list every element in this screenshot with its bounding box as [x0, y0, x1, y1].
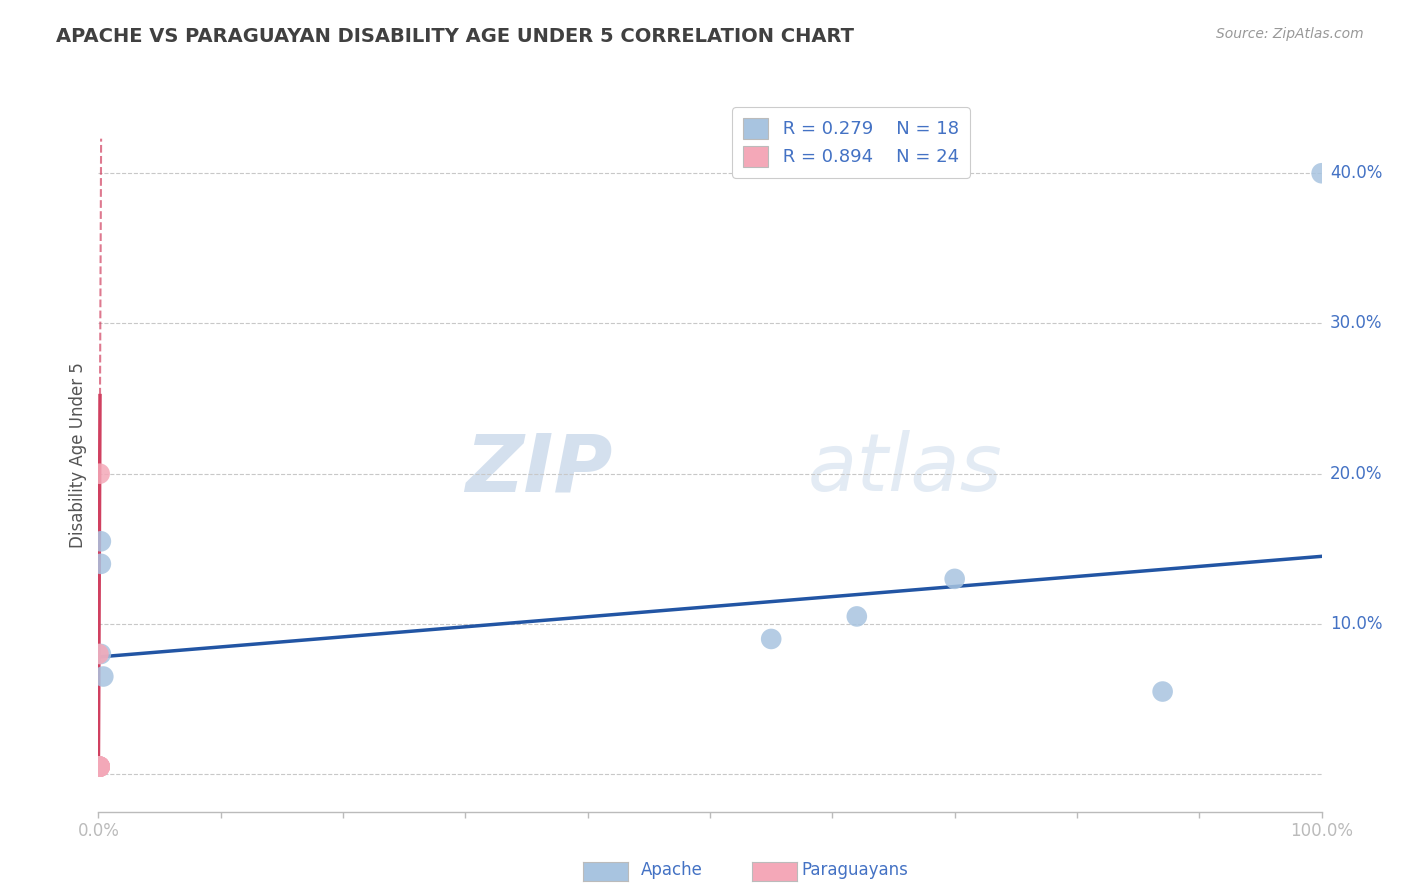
Point	[89, 759, 111, 773]
Y-axis label: Disability Age Under 5: Disability Age Under 5	[69, 362, 87, 548]
Point	[845, 609, 868, 624]
Text: Apache: Apache	[641, 861, 703, 879]
Point	[89, 759, 111, 773]
Point	[89, 467, 111, 481]
Point	[761, 632, 783, 646]
Point	[91, 669, 114, 683]
Legend:  R = 0.279    N = 18,  R = 0.894    N = 24: R = 0.279 N = 18, R = 0.894 N = 24	[733, 107, 970, 178]
Point	[87, 759, 110, 773]
Point	[87, 759, 110, 773]
Point	[89, 759, 111, 773]
Text: APACHE VS PARAGUAYAN DISABILITY AGE UNDER 5 CORRELATION CHART: APACHE VS PARAGUAYAN DISABILITY AGE UNDE…	[56, 27, 855, 45]
Point	[1310, 166, 1333, 180]
Point	[90, 647, 112, 661]
Point	[89, 759, 111, 773]
Point	[87, 759, 110, 773]
Text: 30.0%: 30.0%	[1330, 315, 1382, 333]
Point	[87, 759, 110, 773]
Point	[87, 759, 110, 773]
Point	[87, 759, 110, 773]
Point	[943, 572, 966, 586]
Point	[87, 759, 110, 773]
Point	[87, 759, 110, 773]
Point	[87, 759, 110, 773]
Text: 20.0%: 20.0%	[1330, 465, 1382, 483]
Point	[87, 759, 110, 773]
Point	[87, 647, 110, 661]
Point	[87, 759, 110, 773]
Point	[87, 759, 110, 773]
Point	[87, 759, 110, 773]
Point	[87, 759, 110, 773]
Point	[87, 759, 110, 773]
Point	[87, 759, 110, 773]
Text: 40.0%: 40.0%	[1330, 164, 1382, 182]
Point	[90, 557, 112, 571]
Point	[87, 759, 110, 773]
Point	[87, 759, 110, 773]
Point	[1152, 684, 1174, 698]
Text: 10.0%: 10.0%	[1330, 615, 1382, 633]
Text: Paraguayans: Paraguayans	[801, 861, 908, 879]
Point	[89, 759, 111, 773]
Text: atlas: atlas	[808, 430, 1002, 508]
Point	[87, 759, 110, 773]
Point	[87, 759, 110, 773]
Point	[90, 534, 112, 549]
Point	[89, 759, 111, 773]
Text: Source: ZipAtlas.com: Source: ZipAtlas.com	[1216, 27, 1364, 41]
Point	[87, 759, 110, 773]
Point	[87, 759, 110, 773]
Point	[87, 759, 110, 773]
Text: ZIP: ZIP	[465, 430, 612, 508]
Point	[87, 759, 110, 773]
Point	[87, 759, 110, 773]
